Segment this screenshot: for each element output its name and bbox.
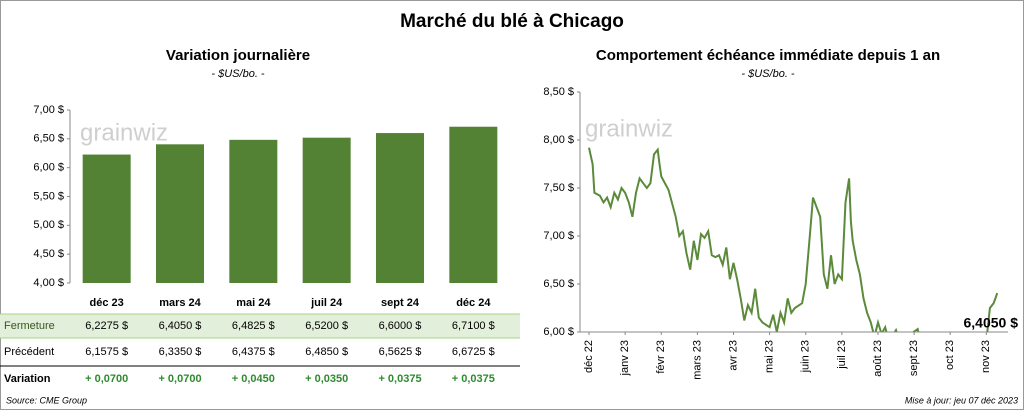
bar bbox=[302, 137, 351, 283]
category-label: juil 24 bbox=[310, 297, 343, 309]
y-tick-label: 4,50 $ bbox=[33, 248, 64, 260]
x-tick-label: avr 23 bbox=[727, 340, 739, 371]
x-tick-label: mai 23 bbox=[764, 340, 776, 373]
table-cell: 6,7100 $ bbox=[452, 320, 495, 332]
y-tick-label: 7,00 $ bbox=[543, 230, 574, 242]
line-plot bbox=[588, 147, 999, 332]
table-cell: + 0,0350 bbox=[305, 373, 348, 385]
x-tick-label: oct 23 bbox=[944, 340, 956, 370]
y-tick-label: 4,00 $ bbox=[33, 277, 64, 289]
x-tick-label: nov 23 bbox=[980, 340, 992, 373]
y-tick-label: 8,50 $ bbox=[543, 86, 574, 98]
last-value-label: 6,4050 $ bbox=[964, 315, 1019, 331]
table-cell: 6,5625 $ bbox=[379, 346, 422, 358]
x-tick-label: janv 23 bbox=[619, 340, 631, 376]
y-tick-label: 8,00 $ bbox=[543, 134, 574, 146]
table-cell: 6,6725 $ bbox=[452, 346, 495, 358]
chart-title: Comportement échéance immédiate depuis 1… bbox=[596, 47, 940, 64]
page-title: Marché du blé à Chicago bbox=[400, 11, 624, 32]
bar bbox=[82, 154, 131, 283]
y-tick-label: 5,00 $ bbox=[33, 219, 64, 231]
logo: grainwiz bbox=[585, 115, 673, 142]
table-cell: + 0,0700 bbox=[85, 373, 128, 385]
table-cell: 6,4825 $ bbox=[232, 320, 275, 332]
updated: Mise à jour: jeu 07 déc 2023 bbox=[905, 395, 1018, 405]
x-tick-label: juin 23 bbox=[800, 340, 812, 373]
bar bbox=[229, 139, 278, 283]
row-label: Précédent bbox=[4, 346, 54, 358]
table-cell: 6,2275 $ bbox=[85, 320, 128, 332]
category-label: déc 23 bbox=[90, 297, 124, 309]
row-label: Variation bbox=[4, 373, 51, 385]
table-cell: 6,1575 $ bbox=[85, 346, 128, 358]
x-tick-label: août 23 bbox=[872, 340, 884, 377]
table-cell: + 0,0700 bbox=[158, 373, 201, 385]
table-cell: 6,4050 $ bbox=[159, 320, 202, 332]
x-tick-label: févr 23 bbox=[655, 340, 667, 374]
row-label: Fermeture bbox=[4, 320, 55, 332]
table-cell: 6,5200 $ bbox=[305, 320, 348, 332]
category-label: déc 24 bbox=[456, 297, 491, 309]
x-tick-label: sept 23 bbox=[908, 340, 920, 376]
x-tick-label: mars 23 bbox=[691, 340, 703, 380]
table-cell: + 0,0375 bbox=[452, 373, 495, 385]
y-tick-label: 7,50 $ bbox=[543, 182, 574, 194]
category-label: mai 24 bbox=[236, 297, 271, 309]
price-line bbox=[588, 147, 999, 332]
y-tick-label: 5,50 $ bbox=[33, 190, 64, 202]
row-highlight bbox=[0, 314, 520, 338]
category-label: mars 24 bbox=[159, 297, 201, 309]
y-tick-label: 6,50 $ bbox=[543, 278, 574, 290]
y-tick-label: 7,00 $ bbox=[33, 104, 64, 116]
chart-subtitle: - $US/bo. - bbox=[211, 68, 265, 80]
table-cell: 6,6000 $ bbox=[379, 320, 422, 332]
y-tick-label: 6,00 $ bbox=[33, 162, 64, 174]
table-cell: 6,4850 $ bbox=[305, 346, 348, 358]
category-label: sept 24 bbox=[381, 297, 420, 309]
x-tick-label: juil 23 bbox=[836, 340, 848, 370]
x-tick-label: déc 22 bbox=[583, 340, 595, 373]
source: Source: CME Group bbox=[6, 395, 87, 405]
table-cell: + 0,0375 bbox=[378, 373, 421, 385]
bar bbox=[376, 133, 424, 283]
y-tick-label: 6,50 $ bbox=[33, 133, 64, 145]
chart-title: Variation journalière bbox=[166, 47, 310, 64]
table-cell: 6,3350 $ bbox=[159, 346, 202, 358]
table-cell: 6,4375 $ bbox=[232, 346, 275, 358]
bar bbox=[156, 144, 204, 283]
y-tick-label: 6,00 $ bbox=[543, 326, 574, 338]
logo: grainwiz bbox=[80, 119, 168, 146]
chart-subtitle: - $US/bo. - bbox=[741, 68, 795, 80]
bar bbox=[449, 126, 498, 284]
table-cell: + 0,0450 bbox=[232, 373, 275, 385]
